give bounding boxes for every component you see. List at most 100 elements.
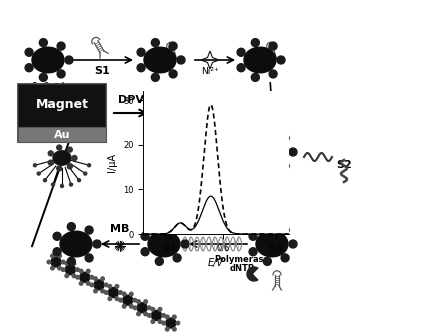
Circle shape	[57, 166, 62, 171]
Circle shape	[61, 268, 65, 272]
Circle shape	[119, 298, 123, 302]
Circle shape	[108, 285, 112, 288]
Circle shape	[90, 276, 93, 279]
Circle shape	[67, 257, 75, 265]
Y-axis label: I/μA: I/μA	[108, 153, 117, 172]
Circle shape	[144, 300, 147, 303]
Circle shape	[57, 70, 65, 78]
Circle shape	[158, 307, 162, 311]
Circle shape	[249, 156, 257, 164]
Circle shape	[277, 56, 285, 64]
Circle shape	[249, 248, 257, 256]
Circle shape	[181, 240, 189, 248]
Circle shape	[137, 48, 145, 56]
Circle shape	[65, 56, 73, 64]
Circle shape	[165, 315, 169, 319]
Circle shape	[105, 291, 108, 294]
Circle shape	[61, 260, 65, 264]
Circle shape	[108, 288, 118, 297]
Ellipse shape	[256, 231, 288, 257]
Circle shape	[58, 266, 61, 270]
Circle shape	[269, 42, 277, 50]
Circle shape	[65, 265, 75, 275]
Ellipse shape	[144, 47, 176, 73]
Circle shape	[57, 145, 62, 150]
Circle shape	[130, 292, 133, 296]
Circle shape	[39, 39, 47, 47]
Circle shape	[151, 307, 155, 311]
Circle shape	[137, 300, 140, 303]
Circle shape	[84, 172, 87, 175]
Text: S1: S1	[94, 66, 110, 76]
Circle shape	[85, 226, 93, 234]
Circle shape	[158, 320, 162, 323]
Text: Magnet: Magnet	[35, 98, 89, 111]
Circle shape	[53, 232, 61, 240]
Circle shape	[172, 327, 176, 331]
Circle shape	[57, 42, 65, 50]
Circle shape	[169, 42, 177, 50]
Circle shape	[34, 164, 37, 167]
Text: Au: Au	[54, 129, 70, 139]
Circle shape	[25, 48, 33, 56]
Circle shape	[70, 183, 72, 186]
Circle shape	[151, 39, 159, 47]
Circle shape	[151, 73, 159, 81]
Circle shape	[52, 183, 55, 186]
FancyBboxPatch shape	[18, 127, 106, 142]
Circle shape	[86, 282, 90, 285]
Circle shape	[86, 269, 90, 273]
Circle shape	[263, 257, 271, 265]
Circle shape	[281, 162, 289, 170]
Circle shape	[25, 64, 33, 72]
Circle shape	[162, 314, 165, 317]
Circle shape	[88, 164, 90, 167]
Circle shape	[251, 39, 259, 47]
Circle shape	[123, 292, 126, 296]
Circle shape	[76, 268, 79, 272]
Circle shape	[249, 232, 257, 240]
Circle shape	[79, 282, 83, 285]
Circle shape	[67, 223, 75, 231]
Circle shape	[119, 291, 122, 294]
Circle shape	[155, 223, 163, 231]
Circle shape	[130, 304, 133, 308]
FancyBboxPatch shape	[18, 84, 106, 142]
Polygon shape	[247, 267, 261, 281]
Circle shape	[93, 289, 97, 293]
Circle shape	[37, 172, 40, 175]
Circle shape	[281, 134, 289, 142]
Circle shape	[237, 48, 245, 56]
Circle shape	[141, 232, 149, 240]
Circle shape	[133, 306, 137, 309]
Circle shape	[281, 226, 289, 234]
Polygon shape	[254, 269, 262, 280]
Circle shape	[90, 283, 94, 287]
Circle shape	[289, 148, 297, 156]
Circle shape	[108, 297, 112, 300]
Ellipse shape	[256, 139, 288, 165]
Circle shape	[115, 285, 119, 288]
Circle shape	[176, 321, 179, 325]
Circle shape	[289, 240, 297, 248]
Circle shape	[44, 179, 46, 182]
Circle shape	[39, 73, 47, 81]
Text: Fe₃O₄@Au: Fe₃O₄@Au	[32, 81, 71, 90]
Circle shape	[76, 276, 79, 279]
Text: MB: MB	[110, 224, 130, 234]
Text: DPV: DPV	[118, 95, 144, 105]
Circle shape	[78, 179, 81, 182]
Circle shape	[123, 304, 126, 308]
Circle shape	[47, 260, 51, 264]
Circle shape	[101, 289, 105, 293]
Circle shape	[51, 266, 54, 270]
Circle shape	[48, 160, 53, 165]
Circle shape	[141, 248, 149, 256]
Circle shape	[251, 73, 259, 81]
Ellipse shape	[148, 231, 180, 257]
Circle shape	[101, 277, 105, 281]
Circle shape	[80, 272, 90, 282]
Circle shape	[172, 315, 176, 319]
Circle shape	[137, 64, 145, 72]
Ellipse shape	[53, 151, 71, 165]
